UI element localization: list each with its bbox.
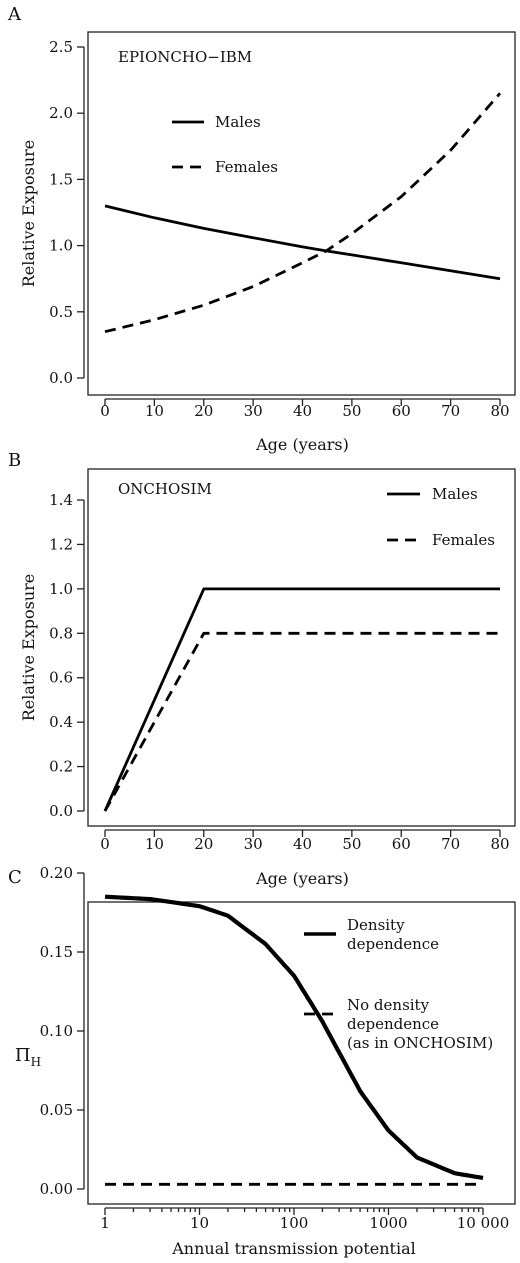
y-tick-label: 1.5 [49, 170, 73, 188]
legend-label-line: Males [432, 485, 478, 503]
x-axis-label: Age (years) [255, 869, 349, 888]
x-tick-label: 40 [293, 402, 312, 420]
panel-letter: A [7, 4, 22, 25]
x-tick-label: 50 [342, 402, 361, 420]
x-tick-label: 40 [293, 835, 312, 853]
y-axis-label: Relative Exposure [19, 574, 38, 722]
series-line-dashed [103, 631, 500, 812]
panel-title: EPIONCHO−IBM [118, 48, 252, 66]
x-axis-label: Age (years) [255, 435, 349, 454]
y-axis-label: ΠH [15, 1045, 41, 1069]
legend-label: Males [215, 113, 261, 131]
x-tick-label: 10 000 [457, 1214, 510, 1232]
x-tick-label: 60 [392, 402, 411, 420]
y-tick-label: 0.05 [40, 1101, 73, 1119]
y-tick-label: 0.0 [49, 369, 73, 387]
legend-label: Females [215, 158, 278, 176]
panel-letter: B [8, 450, 21, 471]
x-tick-label: 70 [441, 402, 460, 420]
legend-label-line: No density [347, 996, 430, 1014]
x-tick-label: 0 [100, 402, 110, 420]
series-line-solid [104, 894, 484, 1180]
legend-label-line: (as in ONCHOSIM) [347, 1034, 493, 1052]
x-tick-label: 1000 [369, 1214, 407, 1232]
legend-label-line: dependence [347, 935, 439, 953]
x-tick-label: 30 [244, 402, 263, 420]
legend-label: No density dependence (as in ONCHOSIM) [347, 996, 493, 1052]
plot-frame [87, 901, 516, 1205]
y-tick-label: 0.00 [40, 1180, 73, 1198]
x-tick-label: 80 [490, 402, 509, 420]
x-tick-label: 10 [145, 835, 164, 853]
y-axis-label-subscript: H [31, 1055, 41, 1069]
series-line-dashed [104, 92, 502, 334]
y-tick-label: 1.0 [49, 580, 73, 598]
y-tick-label: 0.20 [40, 864, 73, 882]
legend-label-line: Males [215, 113, 261, 131]
y-tick-label: 0.2 [49, 758, 73, 776]
legend-label-line: Females [432, 531, 495, 549]
y-tick-label: 0.8 [49, 624, 73, 642]
legend-label: Females [432, 531, 495, 549]
x-tick-label: 20 [194, 402, 213, 420]
x-tick-label: 60 [392, 835, 411, 853]
panel-A: A 0 10 20 30 40 50 60 70 80 0.0 0.5 1.0 1.5 2.0 2.5 Age … [7, 4, 516, 454]
x-tick-label: 100 [280, 1214, 309, 1232]
x-tick-label: 0 [100, 835, 110, 853]
series-line-solid [103, 587, 500, 812]
x-tick-label: 10 [145, 402, 164, 420]
x-tick-label: 80 [490, 835, 509, 853]
panel-letter: C [8, 867, 22, 888]
plot-frame [87, 31, 516, 396]
y-tick-label: 0.6 [49, 669, 73, 687]
y-tick-label: 2.5 [49, 38, 73, 56]
legend-label-line: dependence [347, 1015, 439, 1033]
legend-label-line: Density [347, 916, 405, 934]
legend-label: Density dependence [347, 916, 439, 953]
legend-label-line: Females [215, 158, 278, 176]
panel-B: B 0 10 20 30 40 50 60 70 80 0.0 0.2 0.4 0.6 0.8 1.0 1.2 1… [8, 450, 516, 888]
x-tick-label: 10 [190, 1214, 209, 1232]
y-tick-label: 2.0 [49, 104, 73, 122]
y-tick-label: 0.15 [40, 943, 73, 961]
x-tick-label: 1 [100, 1214, 110, 1232]
y-axis-label-main: Π [15, 1045, 31, 1066]
y-tick-label: 0.5 [49, 303, 73, 321]
x-tick-label: 70 [441, 835, 460, 853]
series-line-solid [104, 204, 501, 281]
plot-frame [87, 468, 516, 827]
x-tick-label: 30 [244, 835, 263, 853]
y-axis-label: Relative Exposure [19, 140, 38, 288]
panel-C: C 1 10 100 1000 10 000 0.00 0.05 0.10 0.15 0.20 Ann… [8, 864, 516, 1258]
y-tick-label: 0.0 [49, 802, 73, 820]
y-tick-label: 1.4 [49, 491, 73, 509]
x-tick-label: 20 [194, 835, 213, 853]
y-tick-label: 1.0 [49, 237, 73, 255]
y-tick-label: 0.10 [40, 1022, 73, 1040]
x-axis-label: Annual transmission potential [171, 1239, 415, 1258]
panel-title: ONCHOSIM [118, 480, 212, 498]
legend-label: Males [432, 485, 478, 503]
y-tick-label: 0.4 [49, 713, 73, 731]
y-tick-label: 1.2 [49, 535, 73, 553]
x-tick-label: 50 [342, 835, 361, 853]
